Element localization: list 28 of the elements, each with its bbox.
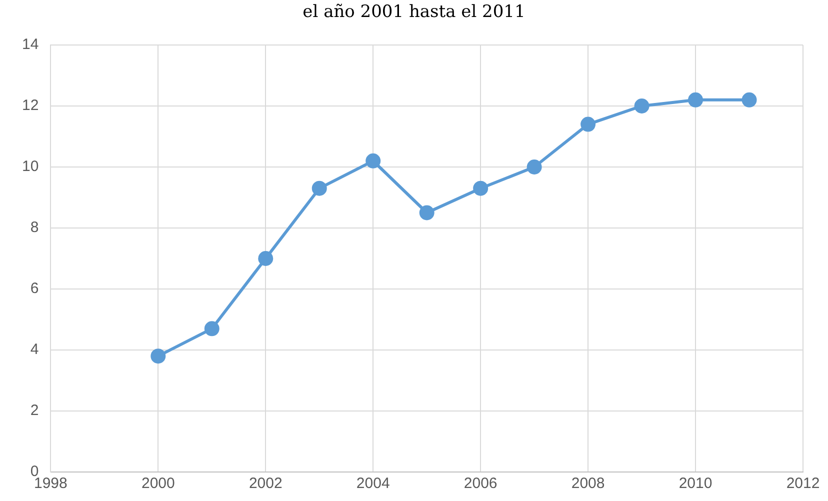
- point: [258, 251, 274, 266]
- x-tick-label: 2010: [678, 475, 712, 492]
- point: [150, 348, 166, 364]
- x-tick-label: 2012: [786, 475, 820, 492]
- point: [580, 116, 596, 132]
- point: [204, 321, 220, 336]
- point: [312, 180, 327, 196]
- point: [634, 98, 650, 114]
- x-tick-label: 2000: [141, 475, 175, 492]
- point: [526, 160, 542, 174]
- y-tick-label: 8: [30, 219, 39, 236]
- point: [473, 180, 488, 196]
- point: [688, 92, 704, 108]
- point: [366, 153, 381, 168]
- x-tick-label: 2008: [571, 475, 605, 492]
- y-tick-label: 6: [30, 280, 39, 298]
- y-tick-label: 2: [30, 402, 39, 420]
- x-tick-label: 2006: [464, 475, 498, 492]
- y-tick-label: 14: [22, 36, 39, 54]
- point: [419, 205, 434, 220]
- chart-title: el año 2001 hasta el 2011: [302, 1, 526, 24]
- y-tick-label: 12: [22, 97, 39, 114]
- x-tick-label: 2002: [248, 475, 282, 492]
- x-tick-label: 1998: [34, 475, 68, 492]
- y-tick-label: 10: [22, 158, 39, 176]
- y-tick-label: 4: [30, 341, 39, 358]
- x-tick-label: 2004: [356, 475, 390, 492]
- point: [742, 92, 757, 108]
